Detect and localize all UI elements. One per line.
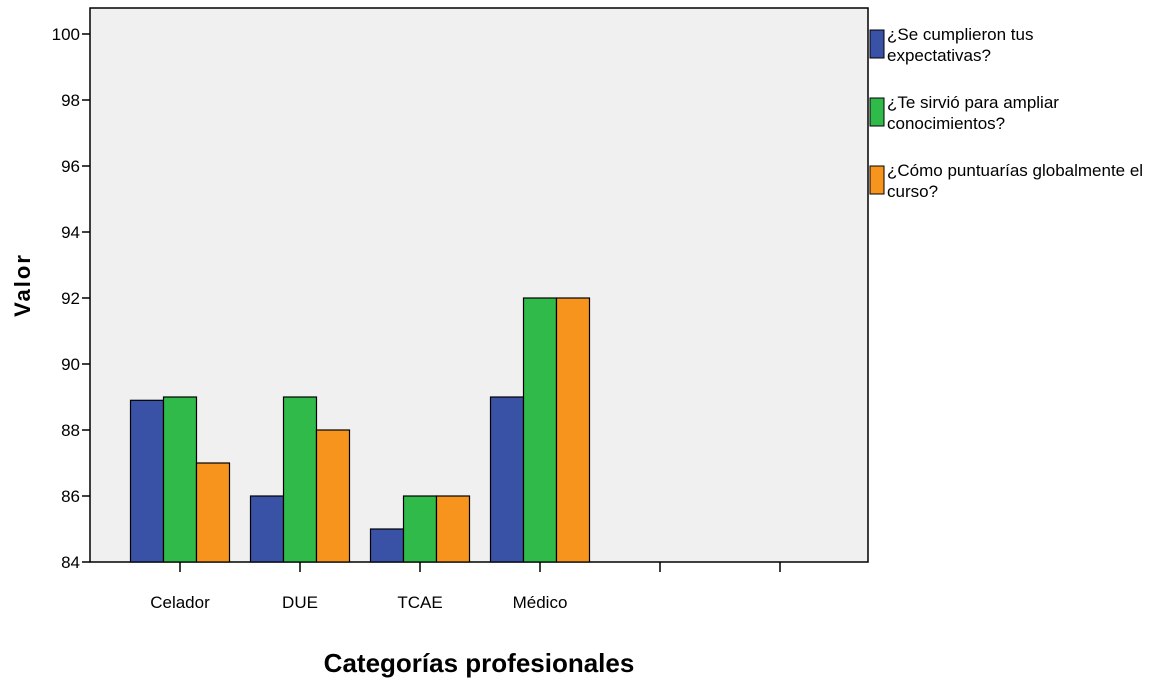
x-axis-title: Categorías profesionales	[324, 648, 635, 678]
y-tick-label: 86	[61, 487, 80, 506]
bar-TCAE-series-1	[369, 528, 405, 563]
legend-label: ¿Cómo puntuarías globalmente el	[887, 161, 1143, 180]
legend-swatch	[869, 165, 885, 195]
legend-label: ¿Te sirvió para ampliar	[887, 93, 1059, 112]
bar-Médico-series-3	[555, 297, 591, 563]
bar-DUE-series-3	[315, 429, 351, 563]
bar-Celador-series-3	[195, 462, 231, 563]
y-tick-label: 98	[61, 91, 80, 110]
bar-TCAE-series-2	[402, 495, 438, 563]
bar-Celador-series-1	[129, 399, 165, 563]
x-tick-label: Celador	[150, 593, 210, 612]
y-tick-label: 96	[61, 157, 80, 176]
y-axis: 84 86 88 90 92 94 96 98 100	[52, 25, 90, 572]
y-tick-label: 100	[52, 25, 80, 44]
x-tick-label: DUE	[282, 593, 318, 612]
legend: ¿Se cumplieron tus expectativas? ¿Te sirvi…	[869, 25, 1143, 201]
bar-TCAE-series-3	[435, 495, 471, 563]
y-tick-label: 92	[61, 289, 80, 308]
legend-label: curso?	[887, 182, 938, 201]
bar-DUE-series-1	[249, 495, 285, 563]
legend-label: conocimientos?	[887, 114, 1005, 133]
legend-label: expectativas?	[887, 46, 991, 65]
legend-swatch	[869, 97, 885, 127]
y-tick-label: 90	[61, 355, 80, 374]
x-tick-label: Médico	[513, 593, 568, 612]
bar-DUE-series-2	[282, 396, 318, 563]
y-tick-label: 84	[61, 553, 80, 572]
y-tick-label: 94	[61, 223, 80, 242]
legend-label: ¿Se cumplieron tus	[887, 25, 1033, 44]
bar-Médico-series-1	[489, 396, 525, 563]
bar-Médico-series-2	[522, 297, 558, 563]
y-axis-title: Valor	[10, 253, 35, 317]
x-axis: Celador DUE TCAE Médico	[150, 562, 781, 612]
y-tick-label: 88	[61, 421, 80, 440]
bar-Celador-series-2	[162, 396, 198, 563]
legend-swatch	[869, 29, 885, 59]
x-tick-label: TCAE	[397, 593, 442, 612]
